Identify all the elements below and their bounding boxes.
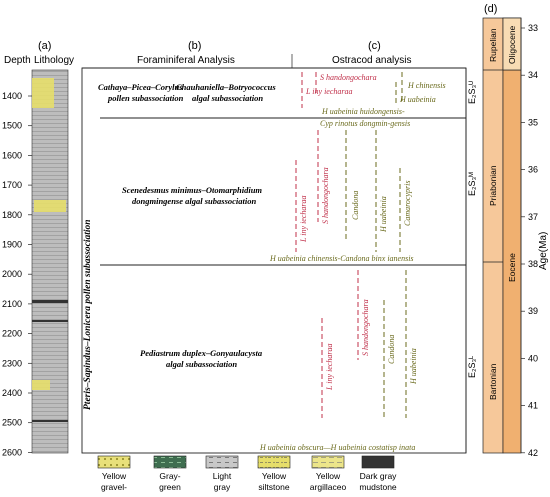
age-tick-label: 40 — [528, 353, 538, 363]
series-oligocene: Oligocene — [507, 25, 517, 64]
stage-bartonian: Bartonian — [488, 363, 498, 400]
stage-rupelian: Rupelian — [488, 28, 498, 62]
taxon-s-hand-mid: S handongochara — [321, 167, 330, 224]
depth-tick-label: 2400 — [2, 388, 22, 398]
legend-label: gray — [214, 482, 231, 492]
pollen-top-line2: pollen subassociation — [107, 93, 184, 103]
depth-tick-label: 2500 — [2, 418, 22, 428]
age-axis-title: Age(Ma) — [538, 232, 549, 270]
age-tick-label: 39 — [528, 306, 538, 316]
algal-mid-line1: Scenedesmus minimus–Otomarphidium — [122, 185, 262, 195]
age-axis: 33 34 35 36 37 38 39 40 41 42 — [521, 23, 538, 458]
pollen-vertical-label: Pteris–Sapindus–Lonicera pollen subassoc… — [83, 219, 93, 410]
depth-tick-label: 2300 — [2, 358, 22, 368]
ostracod-zone-2: H uabeinia chinensis-Candona binx ianens… — [269, 254, 414, 263]
legend-label: Yellow — [316, 471, 341, 481]
taxon-l-iny-top: L iny iecharaa — [305, 87, 353, 96]
stage-priabonian: Priabonian — [488, 165, 498, 206]
depth-tick-label: 1900 — [2, 240, 22, 250]
taxon-h-uab-mid: H uabeinia — [379, 196, 388, 233]
foram-header: Foraminiferal Analysis — [137, 55, 235, 66]
ostracod-zone-1b: Cyp rinotus dongmin-gensis — [320, 119, 410, 128]
legend-swatch — [311, 455, 345, 469]
legend-swatch — [205, 455, 239, 469]
legend-label: mudstone — [359, 482, 397, 492]
age-tick-label: 41 — [528, 401, 538, 411]
age-tick-label: 38 — [528, 259, 538, 269]
lithology-column — [31, 69, 69, 454]
panel-label-b: (b) — [188, 40, 201, 52]
legend-label: Light — [213, 471, 232, 481]
algal-bot-line1: Pediastrum duplex–Gonyaulacysta — [140, 348, 263, 358]
panel-label-c: (c) — [368, 40, 381, 52]
legend-label: gravel- — [101, 482, 127, 492]
pollen-top-line1: Cathaya–Picea–Corylus — [98, 82, 183, 92]
taxon-candona-bot: Candona — [387, 335, 396, 364]
lithology-header: Lithology — [34, 55, 74, 66]
age-tick-label: 33 — [528, 23, 538, 33]
legend-label: Yellow — [102, 471, 127, 481]
legend-swatch — [153, 455, 187, 469]
lithology-yellow-low — [32, 380, 50, 390]
legend-label: Yellow — [262, 471, 287, 481]
panel-label-d: (d) — [484, 3, 497, 15]
member-label-mid: E₂S₃ᴹ — [467, 172, 477, 196]
ostracod-header: Ostracod analysis — [332, 55, 411, 66]
algal-bot-line2: algal subassociation — [166, 359, 237, 369]
lithology-dark-band-2 — [32, 320, 68, 322]
algal-top-line2: algal subassociation — [192, 93, 263, 103]
legend-label: green — [159, 482, 181, 492]
taxon-h-chin-top: H chinensis — [407, 81, 446, 90]
algal-mid-line2: dongmingense algal subassociation — [132, 196, 256, 206]
taxon-camar-mid: Camarocypris — [403, 181, 412, 226]
algal-top-line1: Chauhaniella–Botryococcus — [176, 82, 276, 92]
depth-tick-label: 1400 — [2, 91, 22, 101]
taxon-l-iny-mid: L iny iecharaa — [299, 195, 308, 243]
lithology-yellow-top — [32, 78, 54, 108]
age-tick-label: 34 — [528, 70, 538, 80]
ostracod-zone-1: H uabeinia huidongensis- — [321, 107, 405, 116]
age-tick-label: 42 — [528, 448, 538, 458]
series-column — [502, 17, 522, 454]
age-tick-label: 36 — [528, 165, 538, 175]
legend-swatch — [361, 455, 395, 469]
depth-tick-label: 1500 — [2, 121, 22, 131]
depth-header: Depth — [4, 55, 31, 66]
lithology-dark-band-1 — [32, 300, 68, 303]
age-tick-label: 37 — [528, 212, 538, 222]
legend-label: Gray- — [159, 471, 180, 481]
taxon-l-iny-bot: L iny iecharaa — [325, 343, 334, 391]
taxon-s-hand-bot: S handongochara — [361, 299, 370, 356]
member-label-bot: E₂S₃ᴸ — [467, 356, 477, 378]
taxon-s-hand-top: S handongochara — [320, 73, 377, 82]
taxon-h-uab-bot: H uabeinia — [409, 348, 418, 385]
legend-swatch — [97, 455, 131, 469]
panel-label-a: (a) — [38, 40, 51, 52]
depth-tick-label: 1600 — [2, 150, 22, 160]
depth-tick-label: 1800 — [2, 210, 22, 220]
legend-label: siltstone — [258, 482, 289, 492]
age-tick-label: 35 — [528, 117, 538, 127]
legend-label: argillaceo — [310, 482, 347, 492]
legend: Yellowgravel-Gray-greenLightgrayYellowsi… — [97, 455, 398, 492]
legend-swatch — [257, 455, 291, 469]
ostracod-zone-3: H uabeinia obscura—H uabeinia costatisp … — [259, 443, 415, 452]
series-eocene: Eocene — [507, 253, 517, 282]
depth-tick-label: 2000 — [2, 269, 22, 279]
depth-tick-label: 2200 — [2, 329, 22, 339]
taxon-candona-mid: Candona — [351, 191, 360, 220]
depth-tick-label: 2100 — [2, 299, 22, 309]
lithology-yellow-mid — [34, 200, 66, 212]
depth-axis: 1400 1500 1600 1700 1800 1900 2000 2100 2200 2300… — [2, 91, 32, 457]
member-label-top: E₂S₃ᵁ — [467, 81, 477, 104]
lithology-dark-band-3 — [32, 420, 68, 422]
depth-tick-label: 2600 — [2, 447, 22, 457]
legend-label: Dark gray — [360, 471, 398, 481]
taxon-h-uab-top: H uabeinia — [399, 95, 436, 104]
depth-tick-label: 1700 — [2, 180, 22, 190]
